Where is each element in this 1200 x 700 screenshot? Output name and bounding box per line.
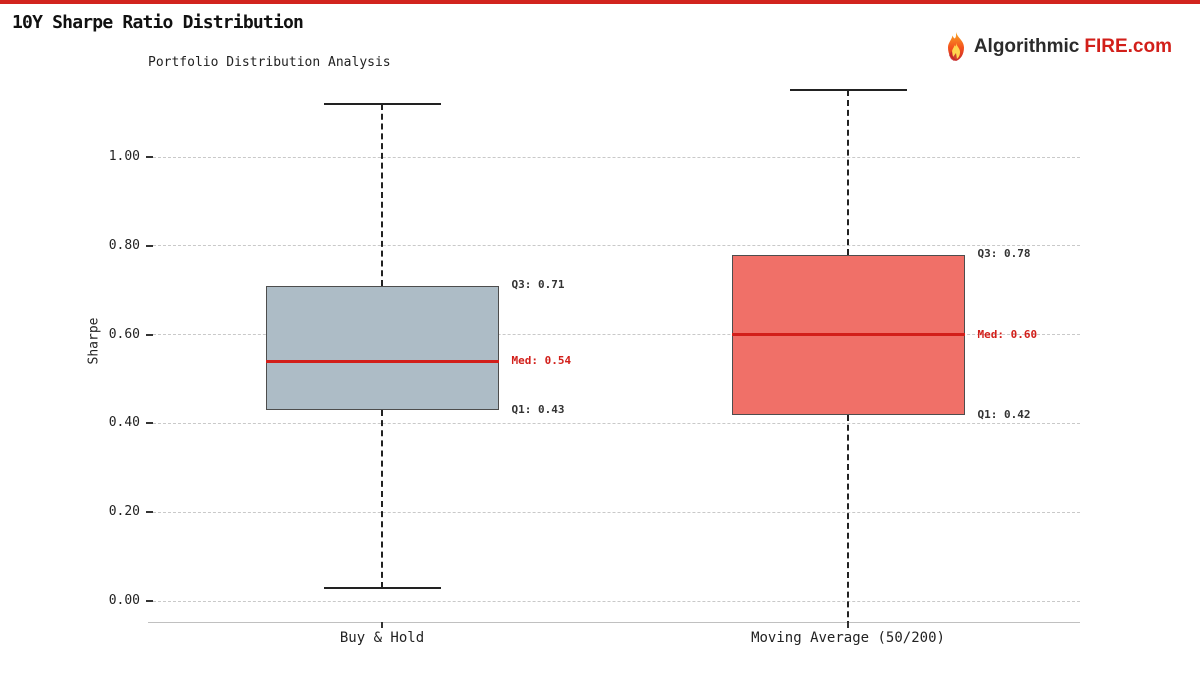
y-tick-label: 0.80 (108, 237, 140, 253)
gridline (148, 334, 1080, 336)
x-tick-mark (381, 622, 383, 628)
y-tick-mark (146, 244, 153, 247)
median-line (731, 333, 965, 337)
box (265, 285, 499, 411)
gridline (148, 245, 1080, 247)
accent-top-border (0, 0, 1200, 4)
lower-whisker-cap (323, 586, 441, 589)
y-tick-mark (146, 156, 153, 158)
y-tick-label: 0.40 (108, 415, 140, 431)
y-tick-label: 0.20 (108, 504, 140, 520)
gridline (148, 422, 1080, 424)
category-label: Moving Average (50/200) (751, 630, 945, 646)
y-tick-label: 0.00 (108, 593, 140, 608)
y-tick-label: 1.00 (108, 149, 140, 164)
y-tick-mark (146, 511, 153, 514)
category-label: Buy & Hold (339, 630, 425, 646)
lower-whisker (847, 414, 849, 627)
logo-text-dark: Algorithmic (973, 36, 1080, 57)
q3-annotation: Q3: 0.78 (977, 246, 1031, 260)
median-annotation: Med: 0.54 (511, 354, 572, 368)
flame-icon (943, 31, 969, 63)
upper-whisker (381, 103, 383, 286)
q1-annotation: Q1: 0.43 (511, 403, 565, 417)
lower-whisker (381, 410, 383, 588)
logo-text-red: FIRE.com (1084, 36, 1172, 57)
upper-whisker-cap (789, 89, 907, 92)
upper-whisker (847, 90, 849, 255)
x-axis-line (148, 622, 1080, 623)
x-tick-mark (847, 622, 849, 628)
q3-annotation: Q3: 0.71 (511, 277, 565, 291)
median-annotation: Med: 0.60 (977, 327, 1038, 341)
gridline (148, 600, 1080, 602)
page-title: 10Y Sharpe Ratio Distribution (12, 12, 304, 33)
q1-annotation: Q1: 0.42 (977, 407, 1031, 421)
y-tick-label: 0.60 (108, 326, 140, 342)
upper-whisker-cap (323, 102, 441, 105)
y-tick-mark (146, 422, 153, 425)
chart-subtitle: Portfolio Distribution Analysis (148, 55, 391, 70)
brand-logo[interactable]: Algorithmic FIRE.com (943, 31, 1172, 63)
gridline (148, 156, 1080, 158)
y-tick-mark (146, 333, 153, 336)
y-tick-mark (146, 600, 153, 602)
gridline (148, 511, 1080, 513)
median-line (265, 359, 499, 363)
